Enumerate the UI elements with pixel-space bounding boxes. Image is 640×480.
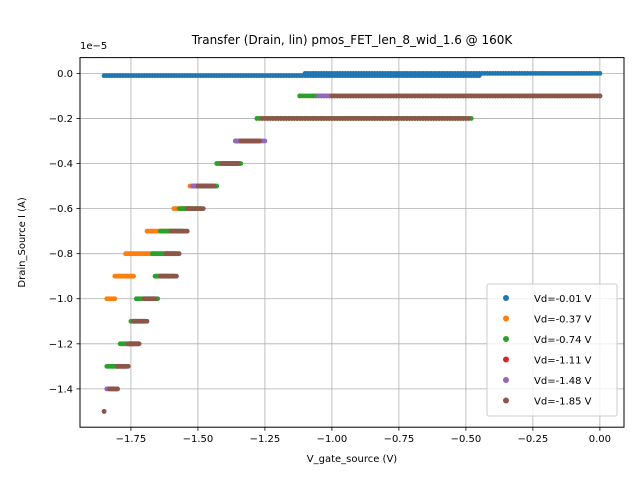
- x-axis-ticks: −1.75 −1.50 −1.25 −1.00 −0.75 −0.50 −0.25 0.00: [116, 427, 611, 445]
- legend-marker: [503, 315, 509, 322]
- y-axis-ticks: 0.0 −0.2 −0.4 −0.6 −0.8 −1.0 −1.2 −1.4: [49, 69, 80, 395]
- data-point: [152, 296, 158, 302]
- data-point: [597, 93, 603, 99]
- data-point: [257, 138, 262, 144]
- y-axis-label: Drain_Source I (A): [17, 197, 28, 287]
- x-axis-label: V_gate_source (V): [307, 454, 398, 465]
- data-point: [184, 228, 190, 234]
- legend-box: [486, 283, 618, 417]
- y-tick-label: 0.0: [57, 69, 73, 80]
- x-tick-label: −1.25: [250, 434, 281, 445]
- data-point: [200, 206, 206, 212]
- y-tick-label: −1.0: [49, 294, 73, 305]
- x-tick-label: −0.25: [518, 434, 549, 445]
- y-tick-label: −0.2: [49, 114, 73, 125]
- data-points: [101, 70, 603, 414]
- y-tick-label: −1.2: [49, 339, 73, 350]
- data-point: [112, 296, 118, 302]
- plot-area-frame: [79, 57, 625, 428]
- legend-label: Vd=-0.37 V: [534, 315, 592, 326]
- data-point: [144, 318, 150, 324]
- x-tick-label: −0.75: [384, 434, 415, 445]
- legend-label: Vd=-1.85 V: [534, 397, 592, 408]
- x-tick-label: 0.00: [589, 434, 611, 445]
- x-tick-label: −1.75: [116, 434, 147, 445]
- y-tick-label: −0.4: [49, 159, 73, 170]
- y-tick-label: −1.4: [49, 384, 73, 395]
- legend-label: Vd=-0.01 V: [534, 294, 592, 305]
- y-tick-label: −0.6: [49, 204, 73, 215]
- data-point: [136, 341, 142, 347]
- legend-marker: [503, 336, 509, 342]
- data-point: [597, 70, 603, 76]
- data-point: [131, 273, 137, 279]
- legend-label: Vd=-1.11 V: [534, 356, 592, 367]
- data-point: [125, 363, 131, 369]
- data-point: [115, 386, 120, 392]
- legend-marker: [503, 295, 509, 301]
- series-points: [101, 70, 603, 79]
- series-points: [101, 93, 603, 414]
- legend-label: Vd=-0.74 V: [534, 335, 592, 346]
- y-tick-label: −0.8: [49, 249, 73, 260]
- legend-label: Vd=-1.48 V: [534, 376, 592, 387]
- legend: Vd=-0.01 V Vd=-0.37 V Vd=-0.74 V Vd=-1.11 V…: [486, 283, 618, 417]
- x-tick-label: −1.50: [183, 434, 214, 445]
- chart-title: Transfer (Drain, lin) pmos_FET_len_8_wid…: [191, 33, 514, 47]
- data-point: [101, 409, 107, 414]
- data-point: [174, 273, 179, 279]
- legend-marker: [503, 356, 509, 363]
- x-tick-label: −1.00: [317, 434, 348, 445]
- data-point: [235, 161, 241, 166]
- data-point: [466, 116, 471, 121]
- data-point: [176, 251, 182, 257]
- data-point: [262, 138, 268, 144]
- legend-marker: [503, 377, 509, 383]
- x-tick-label: −0.50: [451, 434, 482, 445]
- legend-marker: [503, 397, 509, 404]
- data-point: [211, 183, 217, 189]
- y-offset-label: 1e−5: [80, 41, 107, 52]
